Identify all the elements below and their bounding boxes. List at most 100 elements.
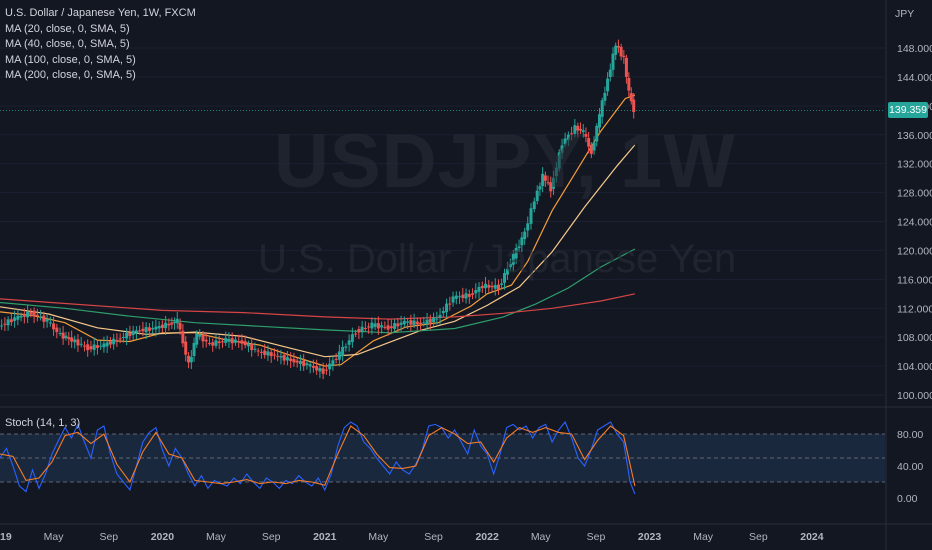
candle-body xyxy=(181,330,185,344)
candle-body xyxy=(608,69,612,77)
candle-body xyxy=(503,273,507,283)
candle-body xyxy=(259,351,263,353)
candle-body xyxy=(570,133,574,135)
candle-body xyxy=(396,323,400,327)
candle-body xyxy=(597,114,601,128)
candle-body xyxy=(227,338,231,342)
candle-body xyxy=(86,344,90,351)
legend-ma40[interactable]: MA (40, close, 0, SMA, 5) xyxy=(5,38,130,50)
candle-body xyxy=(214,340,218,346)
price-tick-label: 108.000 xyxy=(897,332,932,344)
candle-body xyxy=(587,138,591,147)
candle-body xyxy=(189,356,193,363)
candle-body xyxy=(55,327,59,333)
candle-body xyxy=(428,319,432,323)
candle-body xyxy=(517,246,521,249)
time-tick-label: 2022 xyxy=(475,531,499,543)
candle-body xyxy=(187,355,191,363)
stoch-tick-label: 80.00 xyxy=(897,429,923,441)
candle-body xyxy=(305,363,309,366)
candle-body xyxy=(154,326,158,330)
candle-body xyxy=(520,237,524,246)
time-tick-label: 2024 xyxy=(800,531,824,543)
candle-body xyxy=(285,357,289,361)
candle-body xyxy=(376,323,380,329)
legend-ma100[interactable]: MA (100, close, 0, SMA, 5) xyxy=(5,53,136,66)
candle-body xyxy=(399,322,403,325)
price-tick-label: 116.000 xyxy=(897,274,932,286)
candle-body xyxy=(220,341,224,343)
time-tick-label: 2020 xyxy=(151,531,175,543)
candle-body xyxy=(315,366,319,371)
stoch-d-line xyxy=(0,425,636,487)
legend-title[interactable]: U.S. Dollar / Japanese Yen, 1W, FXCM xyxy=(5,7,196,19)
candle-body xyxy=(282,354,286,361)
candle-body xyxy=(108,341,112,345)
candle-body xyxy=(138,330,142,332)
candle-body xyxy=(32,310,36,317)
candle-body xyxy=(406,321,410,323)
candle-body xyxy=(128,332,132,336)
candle-body xyxy=(616,46,620,48)
candle-body xyxy=(52,323,56,330)
candle-body xyxy=(9,319,13,323)
candle-body xyxy=(592,142,596,151)
price-tick-label: 148.000 xyxy=(897,43,932,55)
candle-body xyxy=(595,125,599,142)
candle-body xyxy=(276,355,280,357)
candle-body xyxy=(29,312,33,315)
candle-body xyxy=(581,130,585,133)
stoch-legend[interactable]: Stoch (14, 1, 3) xyxy=(5,417,81,429)
candle-body xyxy=(370,322,374,329)
candle-body xyxy=(614,45,618,55)
candle-body xyxy=(347,340,351,345)
price-tick-label: 136.000 xyxy=(897,130,932,142)
candle-body xyxy=(324,369,328,371)
candle-body xyxy=(67,337,71,340)
candle-body xyxy=(64,335,68,339)
legend-ma20[interactable]: MA (20, close, 0, SMA, 5) xyxy=(5,22,130,35)
candle-body xyxy=(272,354,276,356)
price-tick-label: 128.000 xyxy=(897,188,932,200)
candle-body xyxy=(566,134,570,141)
legend-ma200[interactable]: MA (200, close, 0, SMA, 5) xyxy=(5,69,136,81)
candle-body xyxy=(435,318,439,320)
candle-body xyxy=(627,78,631,91)
candle-body xyxy=(538,186,542,190)
candle-body xyxy=(39,316,43,318)
candle-body xyxy=(89,346,93,350)
candle-body xyxy=(211,342,215,346)
candle-body xyxy=(402,320,406,325)
candle-body xyxy=(157,325,161,329)
candle-body xyxy=(178,322,182,330)
candle-body xyxy=(204,339,208,342)
candle-body xyxy=(584,133,588,137)
candle-body xyxy=(490,285,494,288)
candle-body xyxy=(624,57,628,77)
price-tick-label: 144.000 xyxy=(897,72,932,84)
price-tick-label: 132.000 xyxy=(897,159,932,171)
candle-body xyxy=(160,324,164,328)
candle-body xyxy=(246,343,250,347)
candle-body xyxy=(354,333,358,335)
price-tick-label: 112.000 xyxy=(897,303,932,315)
candle-body xyxy=(497,284,501,290)
candle-body xyxy=(341,346,345,357)
candle-body xyxy=(541,173,545,187)
candle-body xyxy=(563,138,567,145)
candle-body xyxy=(508,263,512,268)
candle-body xyxy=(389,326,393,329)
candle-body xyxy=(3,323,7,325)
candle-body xyxy=(474,290,478,294)
candle-body xyxy=(253,348,257,350)
candle-body xyxy=(461,294,465,298)
candle-body xyxy=(233,339,237,343)
candle-body xyxy=(606,78,610,92)
candle-body xyxy=(467,294,471,297)
price-tick-label: 120.000 xyxy=(897,245,932,257)
time-tick-label: May xyxy=(44,531,65,543)
candle-body xyxy=(448,303,452,305)
candle-body xyxy=(603,92,607,101)
candle-body xyxy=(102,343,106,348)
candle-body xyxy=(543,175,547,181)
